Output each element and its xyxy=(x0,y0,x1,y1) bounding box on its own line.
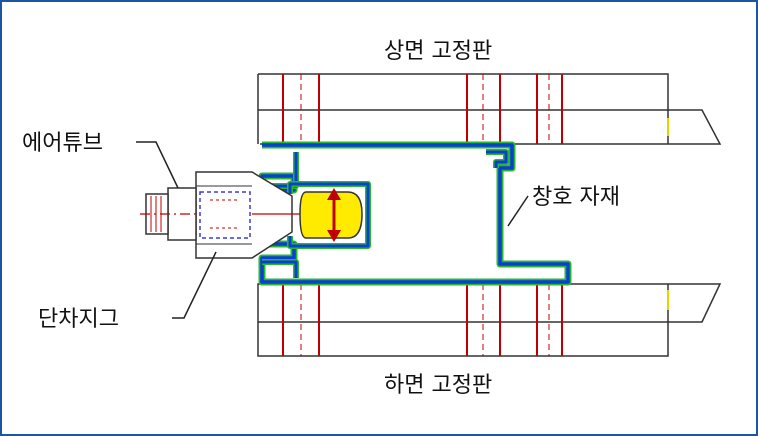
bottom-bolt-lines xyxy=(282,284,563,356)
leader-lines xyxy=(136,141,529,319)
step-jig-label: 단차지그 xyxy=(38,307,119,332)
arrow-up-down-icon xyxy=(327,188,341,242)
air-tube-label: 에어튜브 xyxy=(22,131,103,156)
step-jig xyxy=(195,171,300,259)
top-fixed-plate xyxy=(257,73,722,145)
air-tube-element xyxy=(299,188,363,242)
air-tube-fitting xyxy=(140,187,197,241)
bottom-fixed-plate xyxy=(257,283,722,357)
top-bolt-lines xyxy=(282,74,563,144)
window-material-label: 창호 자재 xyxy=(532,185,620,210)
bottom-plate-label: 하면 고정판 xyxy=(384,373,492,398)
top-plate-label: 상면 고정판 xyxy=(384,39,492,64)
